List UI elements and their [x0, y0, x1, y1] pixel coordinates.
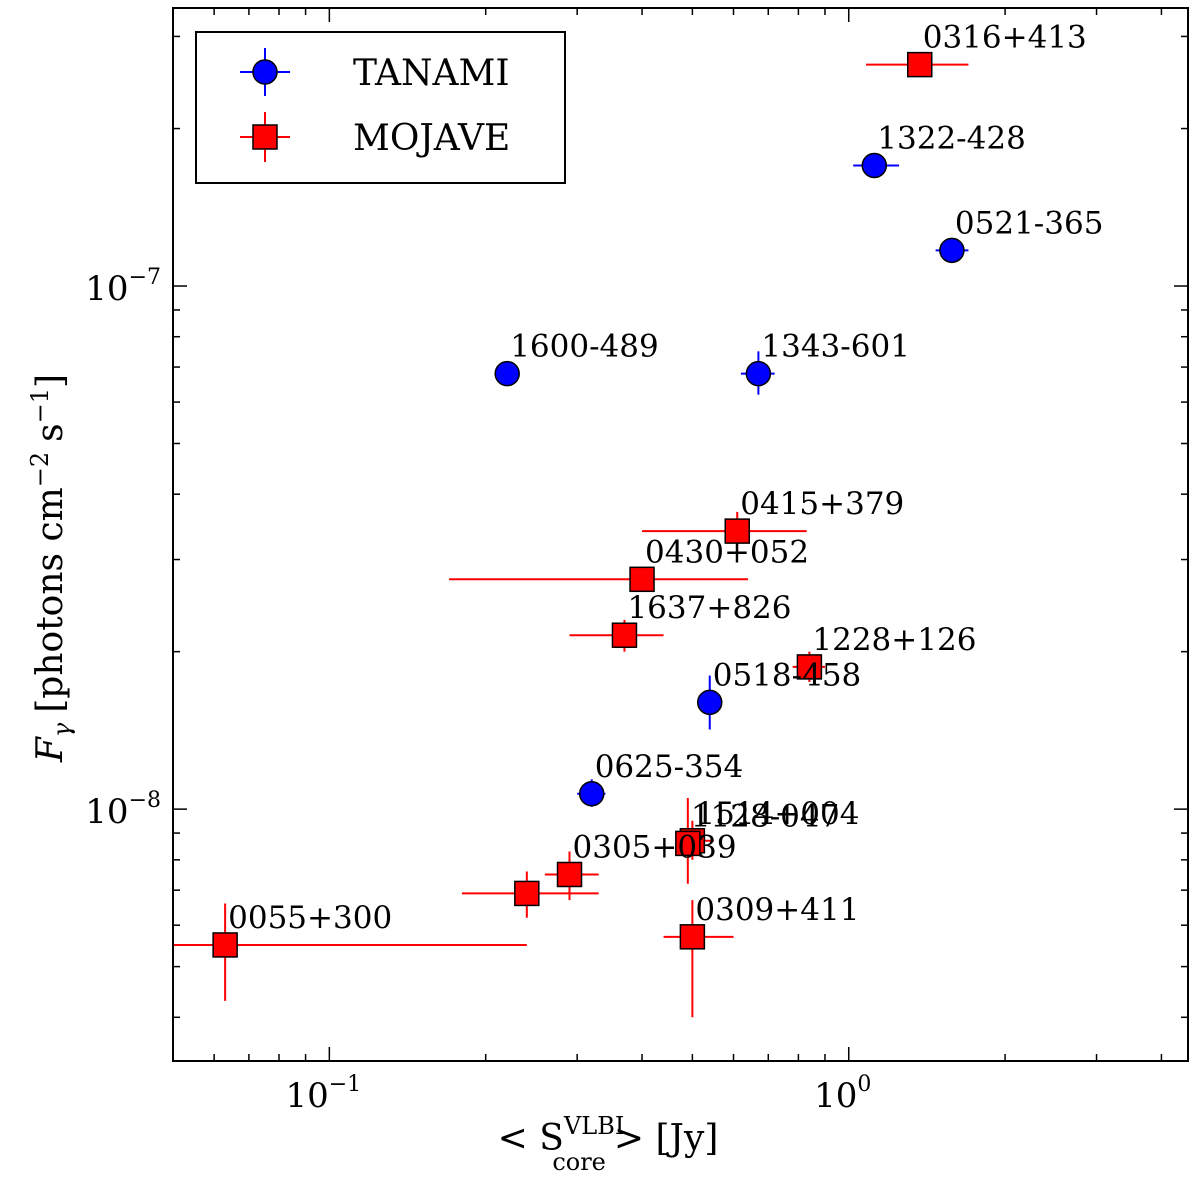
marker-1322-428 [861, 152, 888, 179]
point-label-1322-428: 1322-428 [877, 120, 1026, 156]
marker-0415-379 [724, 518, 750, 544]
x-tick-label: 100 [814, 1072, 871, 1116]
y-tick-label: 10−8 [85, 788, 161, 832]
point-label-0521-365: 0521-365 [955, 205, 1104, 241]
marker-1228-126 [796, 654, 823, 680]
marker-1600-489 [494, 360, 520, 387]
marker-0430-052 [629, 566, 655, 593]
point-label-1128-047: 1128-047 [691, 798, 840, 834]
point-label-0305-039: 0305+039 [573, 829, 737, 865]
x-axis-title-suffix: > [Jy] [614, 1118, 718, 1159]
legend-marker-mojave [252, 124, 278, 150]
x-axis-title-prefix: < S [498, 1118, 564, 1159]
x-tick-base: 10 [814, 1076, 857, 1116]
marker-0625-354 [578, 781, 605, 807]
legend-entry-tanami: TANAMI [240, 48, 510, 96]
x-tick-exp: 0 [857, 1072, 871, 1097]
marker-0521-365 [939, 237, 965, 264]
marker-0518-458 [696, 689, 723, 716]
point-label-1600-489: 1600-489 [510, 329, 659, 365]
point-labels: 1322-428 0521-365 1600-489 1343-601 0518-458… [228, 20, 1103, 936]
marker-1343-601 [745, 360, 772, 387]
marker-0309-411 [679, 924, 706, 950]
marker-1128-047 [675, 830, 701, 857]
legend-label-tanami: TANAMI [353, 53, 510, 94]
x-tick-exp: −1 [329, 1072, 361, 1097]
point-label-0055-300: 0055+300 [228, 900, 392, 936]
point-label-0625-354: 0625-354 [595, 749, 744, 785]
marker-0316-413 [906, 51, 933, 78]
point-label-1228-126: 1228+126 [812, 622, 976, 658]
y-tick-base: 10 [85, 269, 128, 309]
point-label-0518-458: 0518-458 [713, 657, 862, 693]
point-label-0430-052: 0430+052 [645, 534, 809, 570]
y-tick-exp: −7 [129, 265, 161, 290]
plot-frame [172, 7, 1189, 1062]
x-axis-title-sup: VLBI [563, 1112, 624, 1140]
marker-0055-300 [212, 932, 238, 958]
legend: TANAMI MOJAVE [195, 31, 566, 184]
point-label-0309-411: 0309+411 [695, 892, 859, 928]
x-tick-label: 10−1 [285, 1072, 361, 1116]
y-tick-base: 10 [85, 792, 128, 832]
y-tick-label: 10−7 [85, 265, 161, 309]
y-axis-title-text: [photons cm [30, 487, 71, 713]
data-markers [212, 51, 965, 958]
x-tick-base: 10 [285, 1076, 328, 1116]
y-axis-title-exp1: −2 [26, 452, 54, 487]
y-axis-title-sub: γ [48, 722, 76, 737]
point-label-0316-413: 0316+413 [923, 20, 1087, 56]
point-label-1343-601: 1343-601 [761, 329, 910, 365]
axis-ticks [172, 8, 1188, 1061]
point-label-1514-004: 1514+004 [695, 796, 859, 832]
x-axis-title: < SVLBI core > [Jy] [498, 1112, 719, 1176]
legend-marker-tanami [252, 59, 278, 85]
legend-box [195, 31, 566, 184]
point-label-0415-379: 0415+379 [740, 486, 904, 522]
y-axis-title-end: ] [30, 374, 71, 388]
y-tick-exp: −8 [129, 788, 161, 813]
marker-0305-039b [514, 880, 540, 907]
y-axis-title-exp2: −1 [26, 388, 54, 423]
x-axis-title-sub: core [552, 1148, 606, 1176]
y-axis-title-mid: s [30, 423, 71, 441]
y-axis-title-var: F [30, 735, 71, 763]
legend-entry-mojave: MOJAVE [240, 112, 510, 162]
marker-1637-826 [611, 622, 638, 648]
point-label-1637-826: 1637+826 [627, 590, 791, 626]
legend-label-mojave: MOJAVE [353, 118, 510, 159]
y-axis-title: Fγ [photons cm−2 s−1] [26, 374, 76, 763]
marker-0305-039 [556, 861, 583, 888]
